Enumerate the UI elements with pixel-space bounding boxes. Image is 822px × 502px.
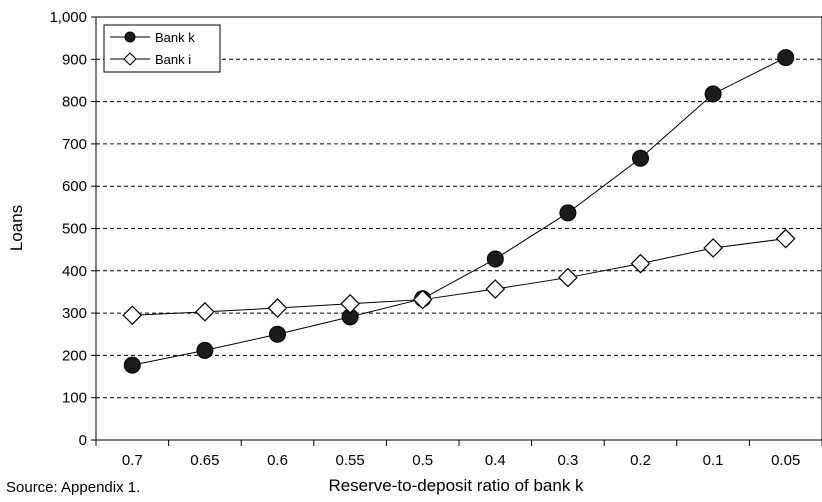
x-tick-label: 0.4	[485, 452, 506, 469]
data-point	[412, 289, 433, 310]
x-tick-label: 0.65	[190, 452, 219, 469]
data-point	[632, 149, 649, 167]
y-tick-label: 900	[62, 51, 87, 68]
data-point	[558, 267, 578, 288]
x-axis-label: Reserve-to-deposit ratio of bank k	[328, 476, 584, 495]
legend-marker	[124, 31, 136, 43]
y-tick-label: 200	[62, 347, 87, 364]
data-point	[559, 204, 577, 222]
y-tick-label: 1,000	[49, 9, 87, 26]
series-bank-k	[123, 49, 795, 374]
y-tick-label: 700	[62, 136, 87, 153]
x-tick-label: 0.05	[771, 452, 800, 469]
data-point	[485, 279, 506, 299]
data-point	[195, 301, 215, 322]
data-point	[775, 228, 796, 249]
legend-label: Bank k	[155, 30, 195, 45]
x-tick-label: 0.1	[703, 452, 724, 469]
y-tick-label: 600	[62, 178, 87, 195]
y-tick-label: 500	[62, 221, 87, 238]
y-tick-label: 0	[79, 432, 87, 449]
data-point	[196, 341, 214, 359]
y-axis-label: Loans	[7, 205, 26, 251]
data-point	[486, 250, 504, 268]
series-line-bank-i	[132, 238, 786, 316]
data-point	[703, 238, 723, 258]
y-tick-label: 800	[62, 94, 87, 111]
legend-box	[103, 24, 221, 73]
y-tick-label: 400	[62, 263, 87, 280]
x-tick-label: 0.2	[630, 452, 651, 469]
data-point	[340, 293, 360, 314]
x-tick-label: 0.7	[122, 452, 143, 469]
series-bank-i	[122, 228, 796, 326]
legend-item: Bank i	[110, 52, 191, 67]
legend-item: Bank k	[110, 30, 195, 45]
x-tick-label: 0.5	[412, 452, 433, 469]
legend: Bank k Bank i	[103, 24, 221, 73]
series-layer	[122, 49, 796, 374]
x-axis: 0.7 0.65 0.6 0.55 0.5 0.4 0.3 0.2 0.1 0.05	[95, 440, 822, 469]
data-point	[269, 325, 286, 343]
data-point	[267, 298, 288, 318]
x-tick-label: 0.6	[267, 452, 288, 469]
data-point	[630, 253, 651, 274]
y-axis: 0 100 200 300 400 500 600 700 800 900 1,000	[49, 9, 96, 449]
y-tick-label: 100	[62, 390, 87, 407]
y-tick-label: 300	[62, 305, 87, 322]
x-tick-label: 0.55	[335, 452, 364, 469]
series-line-bank-k	[132, 57, 786, 366]
x-tick-label: 0.3	[557, 452, 578, 469]
data-point	[704, 85, 722, 103]
legend-label: Bank i	[155, 52, 191, 67]
data-point	[123, 356, 141, 374]
legend-marker	[123, 52, 137, 66]
data-point	[122, 305, 143, 326]
data-point	[777, 49, 795, 67]
source-note: Source: Appendix 1.	[6, 479, 141, 496]
